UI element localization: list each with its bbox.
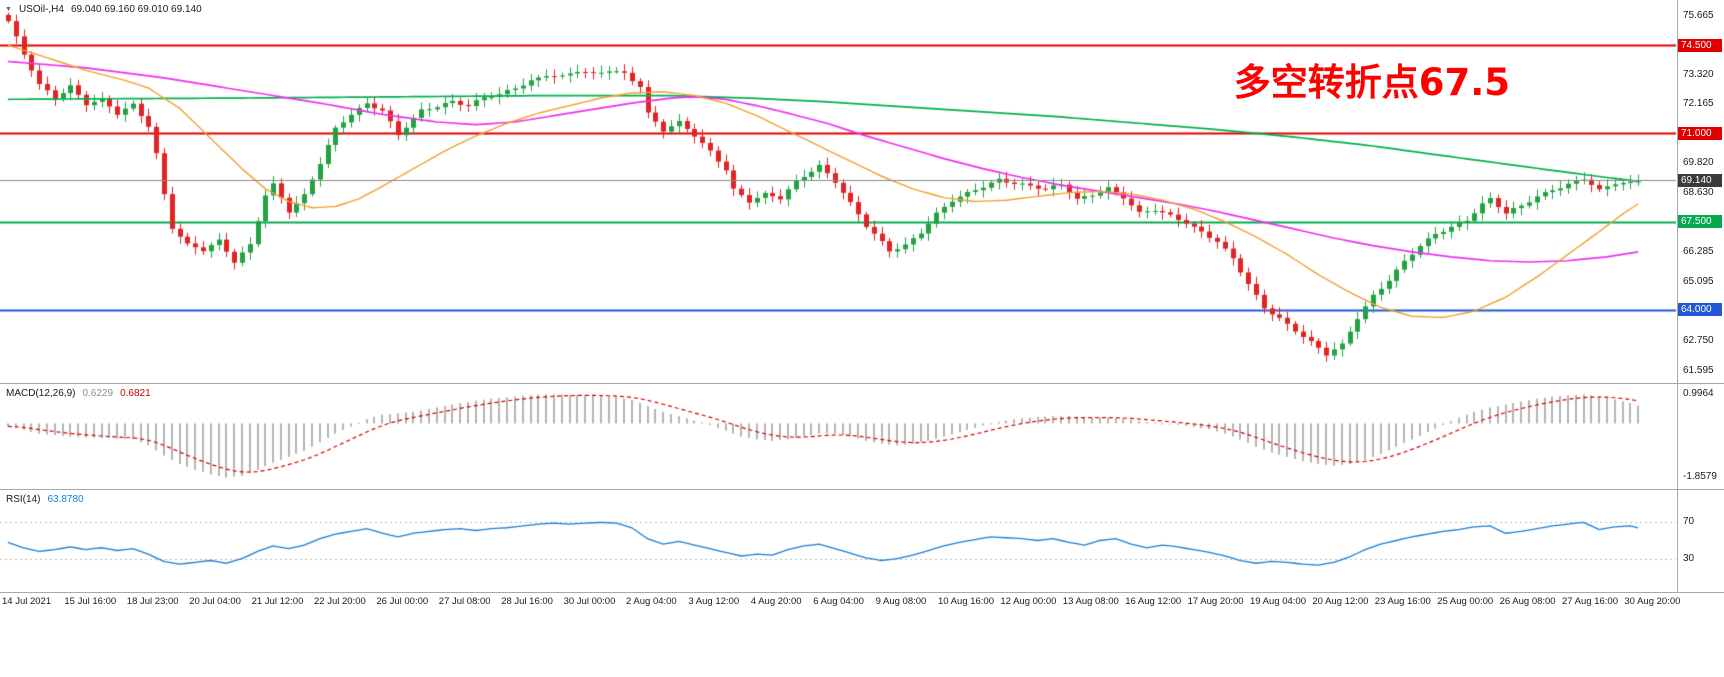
macd-signal-value: 0.6821 [120, 388, 151, 399]
time-axis-label: 30 Jul 00:00 [563, 596, 616, 607]
time-axis-label: 27 Jul 08:00 [438, 596, 491, 607]
price-chart-canvas[interactable] [0, 0, 1724, 383]
macd-indicator-label-row: MACD(12,26,9) 0.6229 0.6821 [6, 388, 151, 399]
price-level-badge: 71.000 [1678, 126, 1722, 140]
current-price-badge: 69.140 [1678, 173, 1722, 187]
quote-ohlc-values: 69.040 69.160 69.010 69.140 [70, 4, 202, 15]
time-axis-label: 2 Aug 04:00 [626, 596, 677, 607]
time-axis-label: 12 Aug 00:00 [1000, 596, 1057, 607]
price-level-badge: 67.500 [1678, 215, 1722, 229]
time-axis-label: 6 Aug 04:00 [813, 596, 864, 607]
price-tick-label: 69.820 [1683, 157, 1714, 169]
time-axis-label: 23 Aug 16:00 [1374, 596, 1431, 607]
time-axis-label: 9 Aug 08:00 [875, 596, 927, 607]
panel-divider [0, 383, 1724, 384]
time-axis-label: 28 Jul 16:00 [501, 596, 553, 607]
rsi-indicator-label-row: RSI(14) 63.8780 [6, 494, 84, 505]
time-axis-label: 10 Aug 16:00 [938, 596, 994, 607]
price-axis[interactable] [1677, 0, 1724, 593]
chart-menu-arrow-icon[interactable]: ▼ [5, 5, 12, 13]
time-axis-label: 21 Jul 12:00 [251, 596, 304, 607]
time-axis-label: 20 Jul 04:00 [189, 596, 241, 607]
chart-header: ▼ USOil-,H4 69.040 69.160 69.010 69.140 [5, 4, 202, 15]
time-axis-label: 15 Jul 16:00 [64, 596, 117, 607]
macd-main-value: 0.6229 [82, 388, 114, 399]
price-tick-label: 61.595 [1683, 364, 1714, 376]
price-tick-label: 75.665 [1683, 9, 1714, 21]
price-level-badge: 74.500 [1678, 38, 1722, 52]
time-axis-label: 13 Aug 08:00 [1062, 596, 1119, 607]
rsi-panel-canvas[interactable] [0, 490, 1724, 592]
price-tick-label: 65.095 [1683, 276, 1714, 288]
macd-label: MACD(12,26,9) [6, 388, 76, 399]
price-tick-label: 62.750 [1683, 335, 1714, 347]
time-axis-label: 20 Aug 12:00 [1312, 596, 1369, 607]
price-tick-label: 66.285 [1683, 246, 1714, 258]
panel-divider [0, 592, 1724, 593]
rsi-value: 63.8780 [47, 494, 84, 505]
rsi-level-label: 30 [1683, 552, 1695, 564]
time-axis-label: 19 Aug 04:00 [1250, 596, 1306, 607]
panel-divider [0, 489, 1724, 490]
time-axis-label: 18 Jul 23:00 [126, 596, 179, 607]
price-annotation-text: 多空转折点67.5 [1233, 61, 1510, 104]
time-axis-label: 17 Aug 20:00 [1187, 596, 1244, 607]
time-axis-label: 26 Jul 00:00 [376, 596, 429, 607]
price-level-badge: 64.000 [1678, 303, 1722, 317]
time-axis-label: 22 Jul 20:00 [314, 596, 366, 607]
macd-tick-label: 0.9964 [1683, 388, 1714, 400]
time-axis-label: 30 Aug 20:00 [1624, 596, 1681, 607]
time-axis-label: 26 Aug 08:00 [1499, 596, 1556, 607]
time-axis-label: 4 Aug 20:00 [750, 596, 802, 607]
price-tick-label: 68.630 [1683, 187, 1714, 199]
time-axis-label: 27 Aug 16:00 [1562, 596, 1618, 607]
price-tick-label: 73.320 [1683, 68, 1714, 80]
macd-tick-label: -1.8579 [1683, 471, 1717, 483]
price-tick-label: 72.165 [1683, 97, 1714, 109]
rsi-label: RSI(14) [6, 494, 41, 505]
time-axis-label: 16 Aug 12:00 [1125, 596, 1182, 607]
price-scale-border [1677, 0, 1678, 593]
rsi-level-label: 70 [1683, 516, 1695, 528]
macd-panel-canvas[interactable] [0, 384, 1724, 489]
time-axis-label: 14 Jul 2021 [2, 596, 52, 607]
symbol-period-title: USOil-,H4 [18, 4, 64, 15]
time-axis-label: 25 Aug 00:00 [1437, 596, 1494, 607]
time-axis-label: 3 Aug 12:00 [688, 596, 740, 607]
